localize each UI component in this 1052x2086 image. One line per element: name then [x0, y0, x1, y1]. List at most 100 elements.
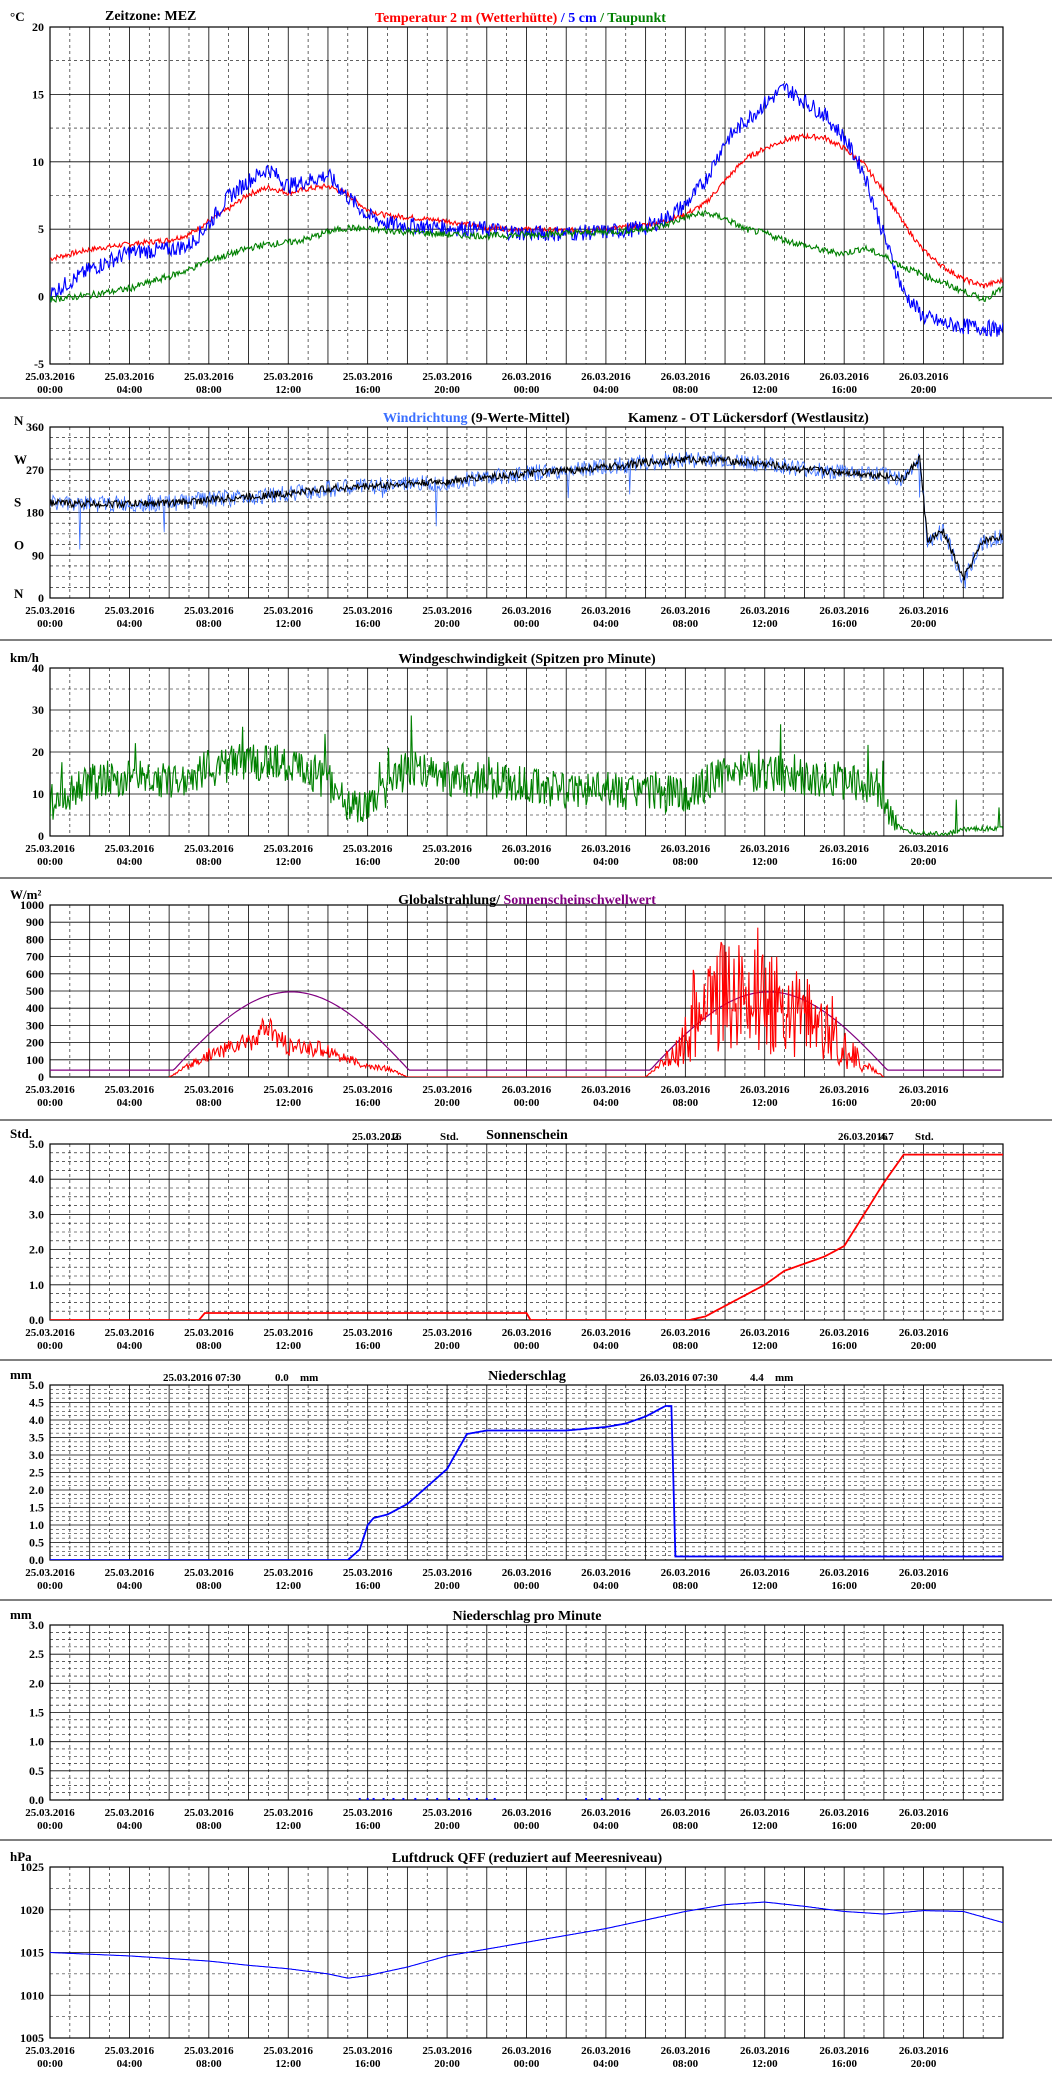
x-tick-date: 25.03.2016 [422, 1567, 472, 1579]
y-tick-label: 20 [32, 745, 44, 759]
chart-title: Luftdruck QFF (reduziert auf Meeresnivea… [392, 1851, 663, 1866]
x-tick-date: 25.03.2016 [343, 1327, 393, 1339]
x-tick-date: 25.03.2016 [25, 1567, 75, 1579]
y-tick-label: 1.0 [29, 1278, 44, 1292]
x-tick-date: 26.03.2016 [740, 843, 790, 855]
x-tick-time: 00:00 [514, 1097, 540, 1109]
y-tick-label: 0.5 [29, 1764, 44, 1778]
x-tick-time: 00:00 [37, 618, 63, 630]
x-tick-time: 12:00 [275, 1580, 301, 1592]
x-tick-date: 26.03.2016 [740, 2045, 790, 2057]
x-tick-date: 25.03.2016 [422, 1327, 472, 1339]
series-line-0 [50, 715, 1003, 836]
x-tick-date: 26.03.2016 [502, 2045, 552, 2057]
x-tick-time: 20:00 [434, 384, 460, 396]
x-tick-date: 25.03.2016 [184, 1807, 234, 1819]
x-tick-date: 25.03.2016 [105, 1327, 155, 1339]
plot-frame [49, 426, 1004, 599]
x-tick-time: 20:00 [911, 1580, 937, 1592]
summary-unit: mm [300, 1372, 318, 1384]
x-tick-date: 25.03.2016 [343, 843, 393, 855]
x-tick-date: 26.03.2016 [819, 1327, 869, 1339]
y-tick-label: 100 [26, 1053, 44, 1067]
title-part: Temperatur 2 m (Wetterhütte) [375, 11, 558, 26]
series-line-0 [50, 1153, 1003, 1320]
summary-date: 26.03.2016 [838, 1131, 888, 1143]
x-tick-time: 08:00 [672, 1820, 698, 1832]
y-axis-label: W/m² [10, 887, 41, 902]
plot-frame [49, 26, 1004, 365]
x-tick-time: 00:00 [37, 1580, 63, 1592]
summary-unit: Std. [915, 1131, 934, 1143]
y-tick-label: 270 [26, 463, 44, 477]
compass-label: W [14, 452, 27, 467]
x-tick-date: 25.03.2016 [25, 1327, 75, 1339]
x-tick-time: 08:00 [196, 618, 222, 630]
x-tick-time: 20:00 [434, 2058, 460, 2070]
x-tick-date: 25.03.2016 [343, 1567, 393, 1579]
precip-bar [358, 1797, 361, 1800]
y-tick-label: 4.0 [29, 1172, 44, 1186]
y-tick-label: 40 [32, 661, 44, 675]
x-tick-time: 20:00 [434, 856, 460, 868]
x-tick-time: 00:00 [37, 1340, 63, 1352]
x-tick-time: 12:00 [752, 1097, 778, 1109]
x-tick-date: 26.03.2016 [661, 843, 711, 855]
x-tick-date: 25.03.2016 [422, 371, 472, 383]
x-tick-time: 00:00 [514, 384, 540, 396]
y-tick-label: 0.5 [29, 1536, 44, 1550]
x-tick-date: 26.03.2016 [581, 2045, 631, 2057]
x-tick-time: 00:00 [514, 2058, 540, 2070]
y-tick-label: 1015 [20, 1946, 44, 1960]
x-tick-date: 25.03.2016 [343, 371, 393, 383]
x-tick-time: 08:00 [672, 2058, 698, 2070]
precip-bar [493, 1797, 496, 1800]
x-tick-time: 08:00 [196, 1820, 222, 1832]
series-line-2 [50, 209, 1003, 303]
y-axis-label: Std. [10, 1126, 32, 1141]
x-tick-date: 25.03.2016 [343, 1084, 393, 1096]
x-tick-date: 25.03.2016 [184, 1567, 234, 1579]
x-tick-time: 16:00 [831, 384, 857, 396]
x-tick-time: 04:00 [593, 1580, 619, 1592]
x-tick-time: 20:00 [911, 1820, 937, 1832]
x-tick-date: 25.03.2016 [25, 2045, 75, 2057]
y-tick-label: 1025 [20, 1860, 44, 1874]
x-tick-date: 26.03.2016 [740, 1327, 790, 1339]
x-tick-date: 25.03.2016 [184, 605, 234, 617]
precip-bar [636, 1797, 639, 1800]
x-tick-date: 26.03.2016 [899, 1807, 949, 1819]
precip-bar [648, 1797, 651, 1800]
x-tick-date: 25.03.2016 [105, 605, 155, 617]
panel-global_radiation: 10009008007006005004003002001000W/m²25.0… [0, 887, 1052, 1121]
x-tick-date: 26.03.2016 [581, 843, 631, 855]
compass-label: O [14, 537, 24, 552]
chart-title: Globalstrahlung/ Sonnenscheinschwellwert [398, 893, 656, 908]
y-tick-label: 2.0 [29, 1483, 44, 1497]
x-tick-date: 25.03.2016 [264, 1327, 314, 1339]
x-tick-time: 16:00 [355, 1340, 381, 1352]
x-tick-date: 26.03.2016 [740, 1807, 790, 1819]
x-tick-time: 12:00 [752, 856, 778, 868]
panel-precip_per_minute: 3.02.52.01.51.00.50.0mm25.03.201600:0025… [0, 1607, 1052, 1841]
x-tick-date: 26.03.2016 [819, 371, 869, 383]
series-line-0 [50, 1405, 1003, 1560]
x-tick-time: 08:00 [196, 1580, 222, 1592]
x-tick-date: 25.03.2016 [343, 1807, 393, 1819]
precip-bar [382, 1797, 385, 1800]
precip-bar [426, 1797, 429, 1800]
x-tick-time: 04:00 [593, 2058, 619, 2070]
y-tick-label: 1.5 [29, 1706, 44, 1720]
precip-bar [372, 1797, 375, 1800]
summary-value: 4.7 [880, 1131, 894, 1143]
x-tick-date: 25.03.2016 [264, 1807, 314, 1819]
y-tick-label: 1.0 [29, 1518, 44, 1532]
panel-precipitation: 5.0 4.5 4.0 3.5 3.0 2.5 2.0 1.5 1.0 0.5 0.0 mm 25.03… [0, 1367, 1052, 1601]
chart-title: Niederschlag [488, 1369, 566, 1384]
title-part: (9-Werte-Mittel) [468, 411, 571, 426]
x-tick-date: 26.03.2016 [819, 2045, 869, 2057]
x-tick-date: 26.03.2016 [819, 1807, 869, 1819]
x-tick-time: 16:00 [831, 618, 857, 630]
x-tick-time: 08:00 [196, 1097, 222, 1109]
